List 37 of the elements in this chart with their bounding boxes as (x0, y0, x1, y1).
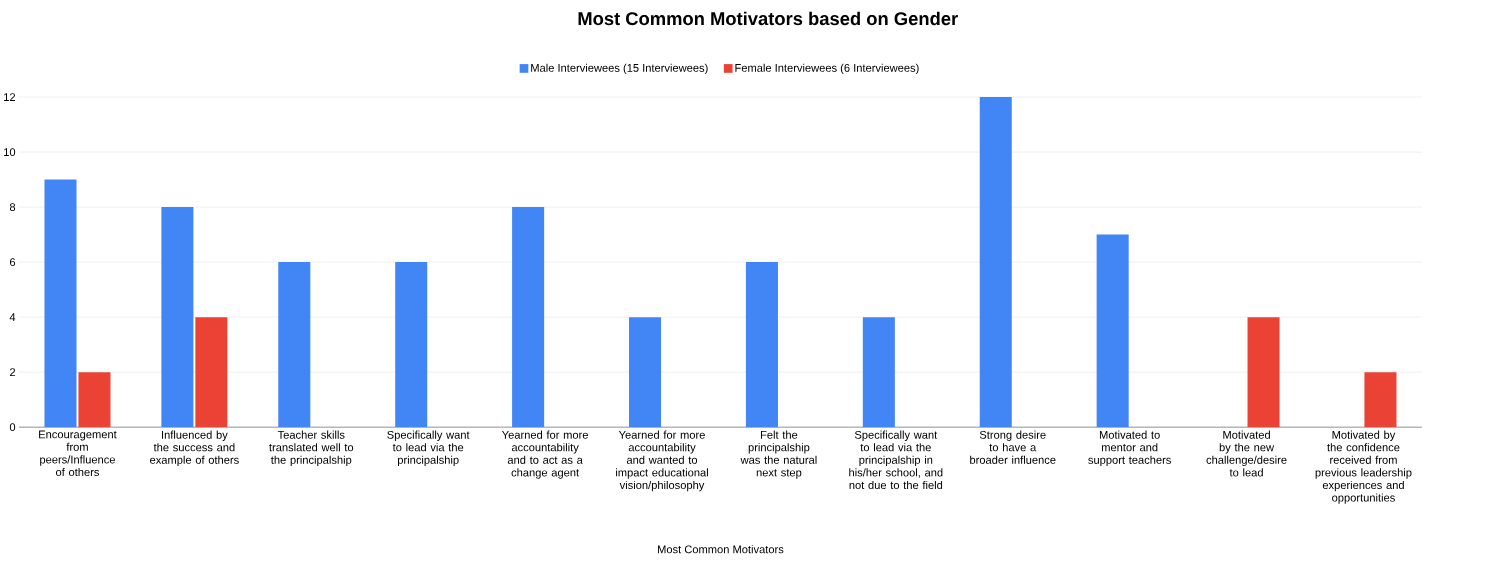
x-tick-label: Yearned for more accountability and wanted to impact educational vision/philosophy (616, 430, 708, 492)
x-tick-label: Felt the principalship was the natural next step (740, 430, 817, 479)
legend-label: Female Interviewees (6 Interviewees) (735, 63, 919, 75)
x-tick-label: Encouragement from peers/Influence of others (39, 430, 117, 477)
bar (195, 317, 228, 428)
y-tick-label: 12 (4, 93, 16, 102)
x-axis-title: Most Common Motivators (658, 545, 784, 554)
x-tick-label: Teacher skills translated well to the principalship (269, 430, 354, 467)
x-tick-label: Strong desire to have a broader influence (970, 430, 1056, 465)
bar (1364, 372, 1397, 428)
bar (979, 97, 1012, 428)
y-tick-label: 8 (9, 203, 16, 212)
x-tick-label: Motivated by the confidence received from previous leadership experiences and opportunities (1315, 430, 1412, 505)
x-tick-label: Motivated by the new challenge/desire to lead (1206, 430, 1287, 477)
bar (1096, 234, 1129, 428)
bar (1247, 317, 1280, 428)
y-tick-label: 10 (4, 148, 16, 157)
legend-label: Male Interviewees (15 Interviewees) (531, 63, 708, 75)
x-tick-label: Motivated to mentor and support teachers (1088, 430, 1171, 467)
bar (278, 262, 311, 428)
bar (78, 372, 111, 428)
bar (629, 317, 662, 428)
chart-title: Most Common Motivators based on Gender (578, 11, 958, 26)
bar (44, 179, 77, 428)
x-tick-label: Influenced by the success and example of others (150, 430, 239, 467)
x-tick-label: Specifically want to lead via the principalship in his/her school, and not due to the field (849, 430, 943, 490)
x-tick-label: Yearned for more accountability and to act as a change agent (501, 430, 588, 479)
bar (161, 207, 194, 428)
bar (862, 317, 895, 428)
y-tick-label: 0 (9, 423, 16, 432)
bar (512, 207, 545, 428)
y-tick-label: 4 (9, 313, 16, 322)
bar (745, 262, 778, 428)
y-tick-label: 6 (9, 258, 16, 267)
x-tick-label: Specifically want to lead via the principalship (387, 430, 470, 467)
y-tick-label: 2 (9, 368, 16, 377)
bar (395, 262, 428, 428)
